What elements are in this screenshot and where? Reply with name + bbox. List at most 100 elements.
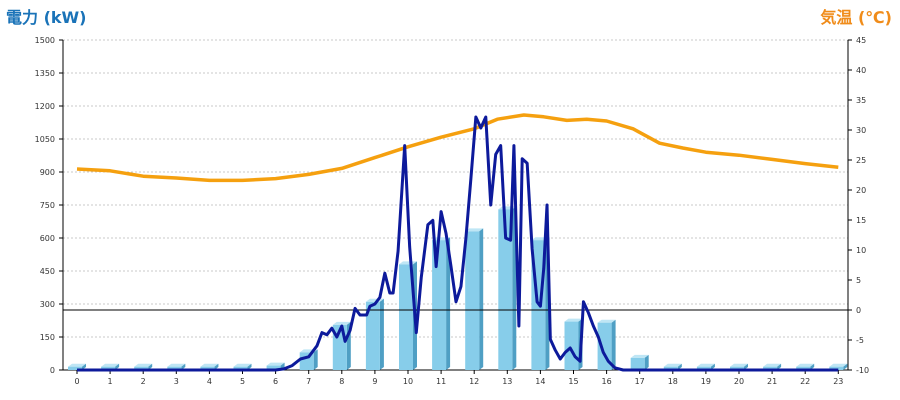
bar-side [677, 363, 682, 370]
bar-side [115, 363, 120, 370]
bar-side [843, 363, 848, 370]
x-tick-label: 2 [141, 377, 146, 386]
right-axis-title: 気温 (℃) [820, 8, 892, 27]
bar-top [266, 362, 285, 366]
bar [696, 366, 711, 370]
right-tick-label: 0 [856, 306, 861, 315]
bar [233, 366, 248, 370]
bar [630, 357, 645, 370]
bar-top [763, 363, 782, 367]
bar-side [446, 237, 451, 370]
bar-top [630, 354, 649, 358]
bar-side [82, 363, 86, 370]
bar-side [710, 363, 715, 370]
x-tick-label: 20 [734, 377, 744, 386]
left-tick-label: 1050 [35, 135, 55, 144]
bar-top [167, 363, 186, 367]
x-tick-label: 15 [568, 377, 578, 386]
x-tick-label: 0 [74, 377, 79, 386]
bar [498, 209, 513, 370]
right-tick-label: -10 [856, 366, 869, 375]
right-tick-label: 10 [856, 246, 866, 255]
right-tick-label: 5 [856, 276, 861, 285]
left-tick-label: 750 [40, 201, 55, 210]
x-tick-label: 13 [502, 377, 512, 386]
bar [134, 366, 149, 370]
bar [796, 366, 811, 370]
bar [101, 366, 116, 370]
x-tick-label: 5 [240, 377, 245, 386]
x-tick-label: 8 [339, 377, 344, 386]
left-tick-label: 1350 [35, 69, 55, 78]
bar-side [744, 363, 748, 370]
bar [432, 240, 447, 370]
left-tick-label: 900 [40, 168, 55, 177]
bar-side [214, 363, 219, 370]
x-tick-label: 4 [207, 377, 212, 386]
right-tick-label: 20 [856, 186, 866, 195]
bar-top [564, 318, 583, 322]
bar [266, 365, 281, 370]
right-tick-label: 30 [856, 126, 866, 135]
bar-side [247, 363, 252, 370]
bar-top [233, 363, 252, 367]
bar [663, 366, 678, 370]
x-tick-label: 11 [436, 377, 446, 386]
temperature-line [76, 113, 839, 183]
x-tick-label: 17 [635, 377, 645, 386]
right-tick-label: 25 [856, 156, 866, 165]
bar-side [810, 363, 815, 370]
bar-side [313, 349, 318, 370]
x-tick-label: 9 [372, 377, 377, 386]
bar [399, 264, 413, 370]
bar [167, 366, 182, 370]
bar-side [379, 298, 384, 370]
bar-top [399, 261, 417, 265]
bar-top [134, 363, 153, 367]
x-tick-label: 1 [108, 377, 113, 386]
bar [829, 366, 844, 370]
bar-top [796, 363, 815, 367]
bar-top [465, 228, 484, 232]
x-tick-label: 6 [273, 377, 278, 386]
right-tick-label: -5 [856, 336, 864, 345]
left-tick-label: 150 [40, 333, 55, 342]
left-tick-label: 600 [40, 234, 55, 243]
bar [564, 321, 579, 370]
x-tick-label: 10 [403, 377, 413, 386]
bar-side [611, 319, 616, 370]
right-tick-label: 40 [856, 66, 866, 75]
power-line [77, 115, 839, 372]
bar-side [777, 363, 782, 370]
x-tick-label: 23 [833, 377, 843, 386]
bar [730, 366, 744, 370]
x-tick-label: 14 [535, 377, 545, 386]
right-tick-label: 45 [856, 36, 866, 45]
bar [465, 231, 480, 370]
bar-top [829, 363, 848, 367]
bar [68, 366, 82, 370]
left-tick-label: 1500 [35, 36, 55, 45]
bar [365, 301, 380, 370]
left-tick-label: 450 [40, 267, 55, 276]
bar-side [148, 363, 153, 370]
bar-side [181, 363, 186, 370]
right-tick-label: 15 [856, 216, 866, 225]
bar-side [644, 354, 649, 370]
bar-top [597, 319, 616, 323]
bar [200, 366, 215, 370]
bar [763, 366, 778, 370]
x-tick-label: 18 [668, 377, 678, 386]
x-tick-label: 12 [469, 377, 479, 386]
left-axis-title: 電力 (kW) [6, 8, 87, 27]
x-tick-label: 3 [174, 377, 179, 386]
left-tick-label: 300 [40, 300, 55, 309]
x-tick-label: 7 [306, 377, 311, 386]
x-tick-label: 21 [767, 377, 777, 386]
left-tick-label: 1200 [35, 102, 55, 111]
x-tick-label: 22 [800, 377, 810, 386]
bar-top [200, 363, 219, 367]
bar-top [696, 363, 715, 367]
x-tick-label: 16 [602, 377, 612, 386]
